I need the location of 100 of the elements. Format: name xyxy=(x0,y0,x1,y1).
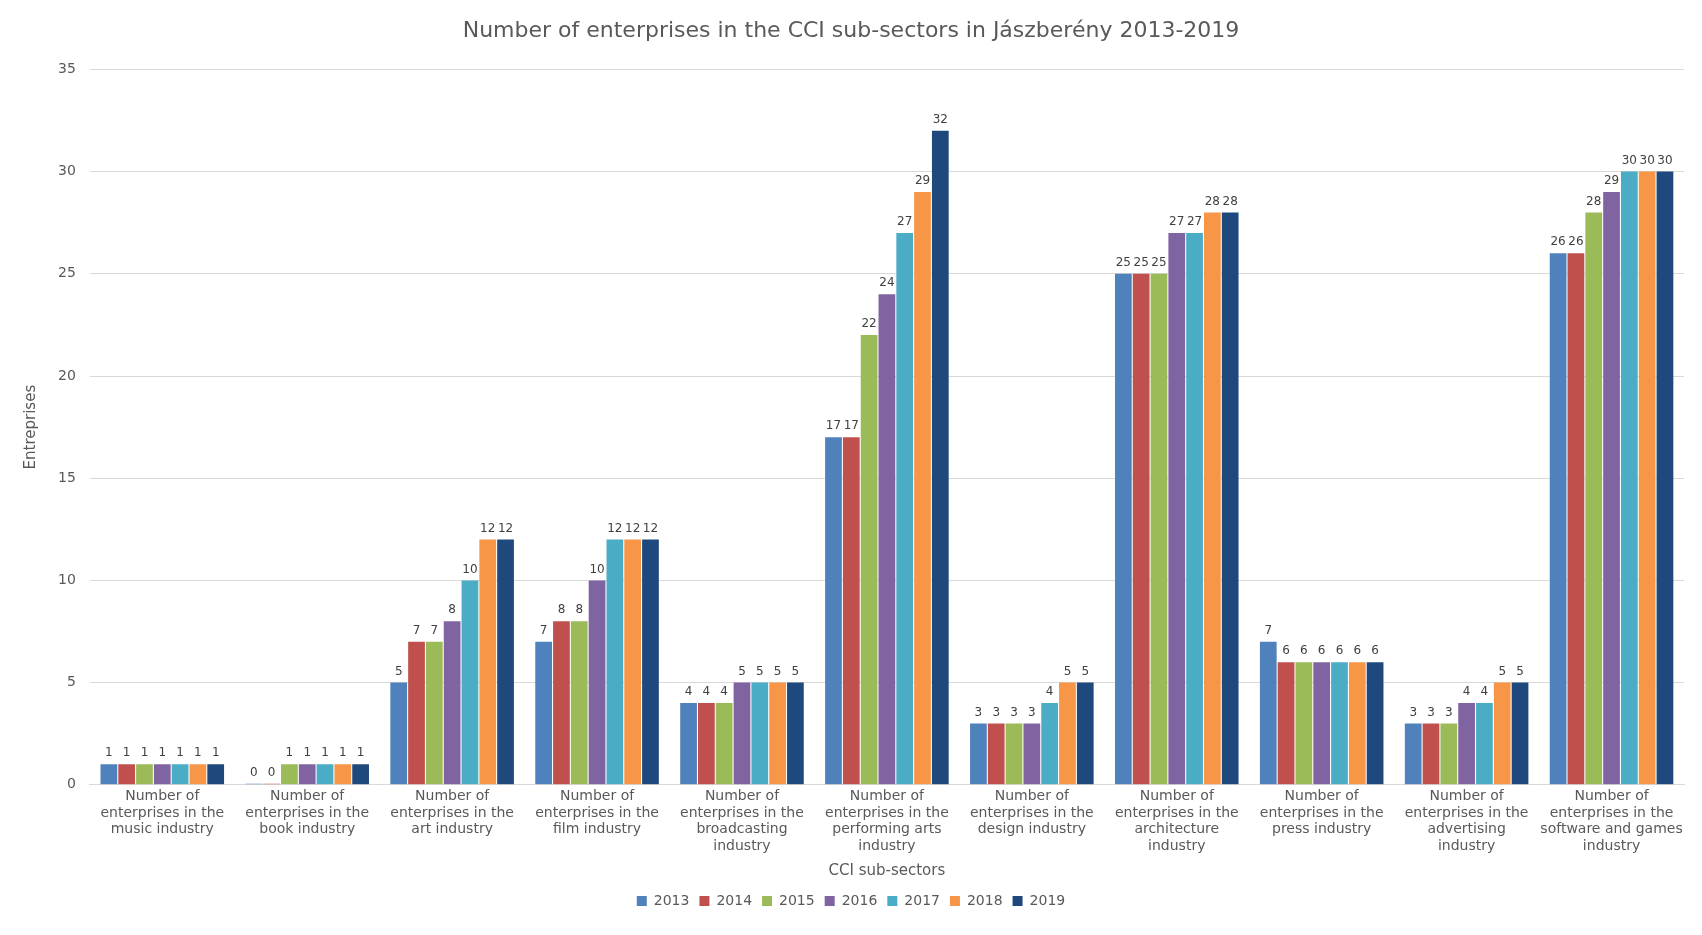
bar xyxy=(1313,662,1331,785)
bar xyxy=(408,641,425,785)
bar xyxy=(553,621,570,785)
data-label: 10 xyxy=(462,561,478,576)
data-label: 12 xyxy=(497,520,514,535)
bar xyxy=(100,764,118,785)
x-tick-label: Number of enterprises in the design industry xyxy=(969,786,1094,837)
data-label: 3 xyxy=(1444,704,1453,719)
bar xyxy=(316,764,334,785)
y-tick-label: 30 xyxy=(57,162,76,179)
bar xyxy=(1132,273,1150,785)
data-label: 8 xyxy=(557,602,566,617)
bar xyxy=(153,764,171,785)
data-label: 3 xyxy=(1028,704,1036,719)
bar xyxy=(1656,171,1674,785)
data-label: 1 xyxy=(285,745,294,760)
bar xyxy=(189,764,207,785)
bar xyxy=(896,232,914,785)
data-label: 25 xyxy=(1133,254,1149,269)
data-label: 27 xyxy=(897,214,913,229)
data-label: 26 xyxy=(1568,234,1584,249)
data-label: 7 xyxy=(539,622,548,637)
data-label: 30 xyxy=(1657,152,1673,167)
bar xyxy=(1493,682,1511,785)
data-label: 5 xyxy=(394,663,403,678)
data-label: 0 xyxy=(267,764,276,779)
legend-label: 2015 xyxy=(779,891,815,908)
data-label: 7 xyxy=(1264,622,1273,637)
data-label: 10 xyxy=(589,561,605,576)
y-tick-label: 25 xyxy=(57,264,76,281)
bar xyxy=(118,764,136,785)
data-label: 25 xyxy=(1115,254,1131,269)
bar xyxy=(1458,703,1475,785)
bar xyxy=(1638,171,1656,785)
data-label: 1 xyxy=(356,745,365,760)
x-tick-label: Number of enterprises in the software and games industry xyxy=(1540,786,1683,854)
data-label: 3 xyxy=(974,704,983,719)
data-label: 7 xyxy=(412,622,421,637)
bar xyxy=(715,703,733,785)
x-tick-label: Number of enterprises in the press industry xyxy=(1259,786,1384,837)
bar xyxy=(588,580,606,785)
data-label: 4 xyxy=(702,684,711,699)
bar xyxy=(1331,662,1348,785)
bar xyxy=(1511,682,1529,785)
bar xyxy=(642,539,659,785)
data-label: 5 xyxy=(773,663,782,678)
bar xyxy=(497,539,514,785)
data-label: 3 xyxy=(1409,704,1418,719)
bar xyxy=(136,764,153,785)
bar xyxy=(1168,232,1186,785)
data-label: 32 xyxy=(932,111,948,126)
bar xyxy=(281,764,298,785)
data-label: 1 xyxy=(122,745,131,760)
data-label: 1 xyxy=(303,745,312,760)
bar xyxy=(787,682,804,785)
bar xyxy=(1620,171,1638,785)
bar xyxy=(570,621,588,785)
bar xyxy=(624,539,642,785)
bar xyxy=(733,682,751,785)
data-label: 6 xyxy=(1371,643,1379,658)
x-tick-label: Number of enterprises in the broadcasting industry xyxy=(680,786,804,854)
x-tick-label: Number of enterprises in the art industry xyxy=(390,786,514,837)
data-label: 8 xyxy=(575,602,584,617)
x-tick-label: Number of enterprises in the film industry xyxy=(535,786,659,837)
y-tick-label: 10 xyxy=(57,571,76,588)
bar xyxy=(1476,703,1493,785)
bar xyxy=(171,764,189,785)
x-tick-label: Number of enterprises in the book industry xyxy=(245,786,370,837)
bar xyxy=(860,335,878,785)
data-label: 29 xyxy=(1603,173,1620,188)
data-label: 1 xyxy=(338,745,347,760)
data-label: 1 xyxy=(140,745,149,760)
y-tick-label: 0 xyxy=(66,775,76,792)
bar xyxy=(1348,662,1366,785)
bar xyxy=(878,294,896,785)
data-label: 30 xyxy=(1639,152,1655,167)
data-label: 6 xyxy=(1317,643,1326,658)
bar xyxy=(931,130,949,785)
data-label: 17 xyxy=(843,418,859,433)
bar xyxy=(390,682,408,785)
bar xyxy=(334,764,352,785)
data-label: 5 xyxy=(1063,663,1072,678)
data-label: 5 xyxy=(791,663,800,678)
legend-label: 2018 xyxy=(966,891,1003,908)
data-label: 1 xyxy=(211,745,220,760)
x-axis-title: CCI sub-sectors xyxy=(828,860,946,879)
bar xyxy=(1005,723,1023,785)
data-label: 25 xyxy=(1151,254,1167,269)
chart-title: Number of enterprises in the CCI sub-sectors in Jászberény 2013-2019 xyxy=(462,16,1240,42)
bar xyxy=(1023,723,1041,785)
data-label: 24 xyxy=(879,275,895,290)
data-label: 1 xyxy=(194,745,202,760)
data-label: 26 xyxy=(1550,234,1566,249)
bar xyxy=(1041,703,1059,785)
bar xyxy=(1567,253,1585,785)
data-label: 7 xyxy=(430,622,439,637)
data-label: 4 xyxy=(720,684,728,699)
bar xyxy=(207,764,225,785)
bar xyxy=(1186,232,1203,785)
data-label: 3 xyxy=(992,704,1001,719)
